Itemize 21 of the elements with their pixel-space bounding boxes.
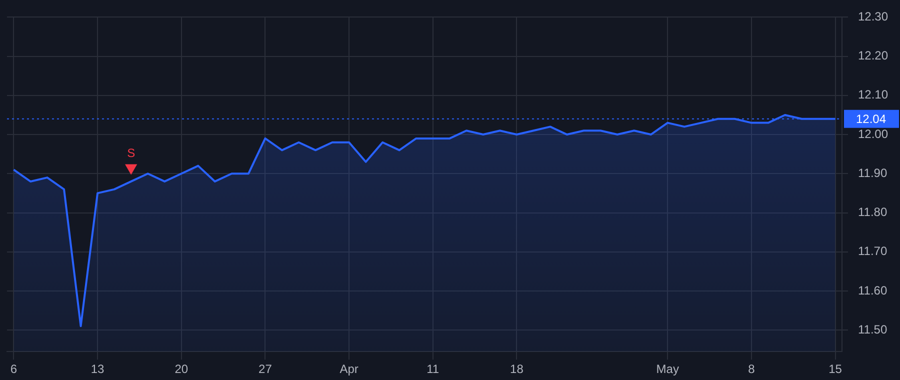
ref-line-label: 12.04 [856, 112, 886, 126]
y-tick-label: 11.70 [858, 244, 888, 258]
x-tick-label: 11 [426, 362, 440, 376]
y-tick-label: 12.10 [858, 88, 888, 102]
x-tick-label: May [656, 362, 679, 376]
x-tick-label: 6 [10, 362, 18, 376]
x-tick-label: 15 [828, 362, 842, 376]
x-tick-label: 27 [258, 362, 272, 376]
y-tick-label: 11.90 [858, 166, 888, 180]
x-tick-label: 18 [510, 362, 524, 376]
y-tick-label: 11.50 [858, 322, 888, 336]
y-tick-label: 11.60 [858, 283, 888, 298]
y-tick-label: 12.00 [858, 126, 888, 141]
x-tick-label: Apr [340, 362, 358, 376]
series-label: S [127, 146, 136, 160]
y-tick-label: 12.20 [858, 48, 888, 63]
x-tick-label: 8 [748, 362, 756, 376]
y-tick-label: 12.30 [858, 10, 888, 24]
x-tick-label: 13 [90, 362, 105, 376]
x-tick-label: 20 [174, 362, 188, 376]
y-tick-label: 11.80 [858, 205, 888, 220]
